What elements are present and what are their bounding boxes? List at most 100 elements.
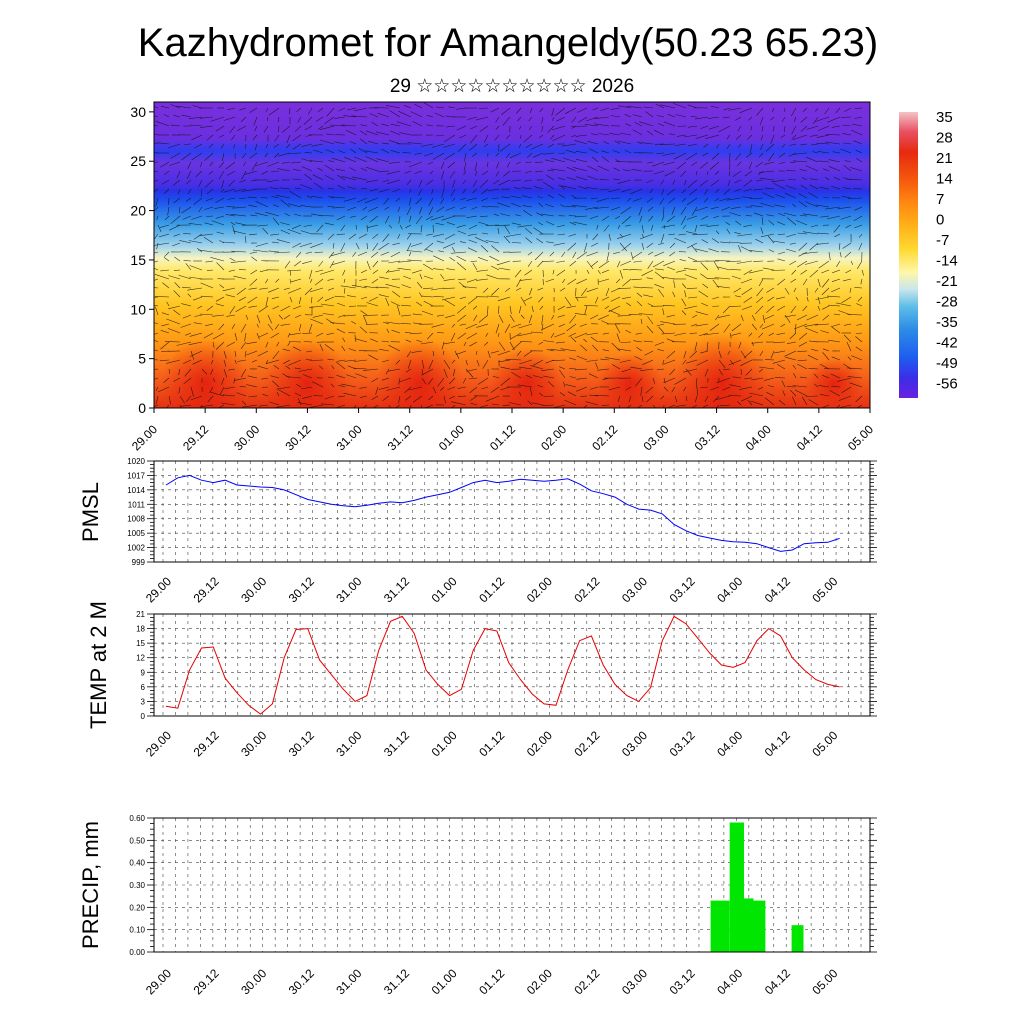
wind-arrow — [328, 287, 335, 291]
wind-arrow — [592, 233, 599, 241]
wind-arrow — [546, 241, 555, 244]
wind-arrow — [841, 296, 852, 304]
wind-arrow — [530, 331, 544, 334]
wind-arrow — [782, 390, 786, 397]
wind-arrow — [355, 242, 360, 250]
wind-arrow — [285, 365, 291, 370]
wind-arrow — [274, 134, 280, 142]
wind-arrow — [720, 241, 731, 244]
wind-arrow — [397, 305, 401, 316]
wind-arrow — [760, 202, 775, 208]
wind-arrow — [236, 392, 247, 397]
wind-arrow — [154, 242, 170, 246]
wind-arrow — [186, 179, 192, 185]
wind-arrow — [683, 386, 687, 392]
wind-arrow — [294, 260, 302, 267]
wind-arrow — [472, 179, 478, 187]
wind-arrow — [334, 141, 346, 145]
wind-arrow — [456, 224, 467, 228]
wind-arrow — [168, 368, 171, 374]
wind-arrow — [200, 295, 214, 298]
wind-arrow — [574, 313, 588, 316]
wind-arrow — [426, 115, 434, 118]
wind-arrow — [456, 107, 467, 110]
x-tick-label: 29.00 — [143, 728, 174, 759]
wind-arrow — [329, 124, 346, 127]
x-tick-label: 30.00 — [238, 728, 269, 759]
wind-arrow — [595, 296, 599, 304]
wind-arrow — [674, 377, 687, 385]
wind-arrow — [230, 260, 247, 263]
wind-arrow — [606, 251, 610, 262]
wind-arrow — [712, 305, 720, 307]
wind-arrow — [406, 350, 412, 358]
wind-arrow — [710, 386, 720, 391]
wind-arrow — [163, 188, 170, 194]
wind-arrow — [190, 395, 203, 401]
wind-arrow — [155, 306, 159, 316]
x-tick-label: 03.12 — [667, 574, 698, 605]
wind-arrow — [178, 386, 181, 394]
wind-arrow — [379, 348, 390, 352]
x-tick-label: 04.00 — [714, 728, 745, 759]
wind-arrow — [430, 215, 445, 221]
wind-arrow — [354, 359, 368, 362]
wind-arrow — [586, 187, 599, 190]
wind-arrow — [838, 395, 852, 401]
wind-arrow — [756, 107, 764, 116]
wind-arrow — [236, 125, 247, 132]
wind-arrow — [186, 395, 192, 402]
wind-arrow — [612, 150, 621, 154]
wind-arrow — [387, 179, 401, 184]
wind-arrow — [613, 251, 621, 254]
wind-arrow — [641, 242, 645, 250]
wind-arrow — [696, 386, 698, 396]
wind-arrow — [432, 386, 437, 394]
wind-arrow — [552, 269, 555, 275]
wind-arrow — [466, 215, 478, 218]
wind-arrow — [802, 231, 819, 235]
wind-arrow — [154, 115, 159, 118]
wind-arrow — [444, 233, 456, 240]
wind-arrow — [265, 211, 280, 217]
wind-arrow — [173, 269, 181, 271]
wind-arrow — [748, 161, 753, 170]
wind-arrow — [781, 380, 786, 388]
wind-arrow — [313, 149, 324, 154]
wind-arrow — [632, 197, 643, 202]
wind-arrow — [836, 302, 852, 307]
y-axis-title: TEMP at 2 M — [86, 601, 111, 729]
wind-arrow — [471, 206, 478, 210]
wind-arrow — [762, 314, 765, 323]
wind-arrow — [337, 174, 346, 181]
wind-arrow — [192, 359, 203, 365]
wind-arrow — [248, 305, 258, 308]
wind-arrow — [241, 170, 247, 180]
wind-arrow — [565, 384, 577, 388]
wind-arrow — [755, 305, 764, 315]
wind-arrow — [555, 341, 566, 344]
wind-arrow — [833, 224, 841, 233]
wind-arrow — [675, 404, 687, 407]
wind-arrow — [590, 242, 599, 247]
wind-arrow — [802, 213, 819, 217]
wind-arrow — [178, 206, 181, 214]
wind-arrow — [575, 134, 588, 137]
wind-arrow — [685, 368, 692, 376]
wind-arrow — [837, 206, 852, 210]
wind-arrow — [831, 125, 841, 128]
x-tick-label: 04.12 — [762, 728, 793, 759]
wind-arrow — [154, 188, 159, 193]
wind-arrow — [154, 161, 159, 163]
wind-arrow — [830, 323, 841, 328]
wind-arrow — [465, 368, 474, 378]
wind-arrow — [723, 323, 731, 333]
wind-arrow — [287, 332, 291, 338]
wind-arrow — [301, 166, 313, 172]
wind-arrow — [270, 233, 280, 236]
wind-arrow — [820, 215, 830, 218]
wind-arrow — [166, 359, 181, 364]
wind-arrow — [212, 341, 215, 348]
wind-arrow — [674, 395, 678, 403]
wind-arrow — [154, 260, 159, 263]
